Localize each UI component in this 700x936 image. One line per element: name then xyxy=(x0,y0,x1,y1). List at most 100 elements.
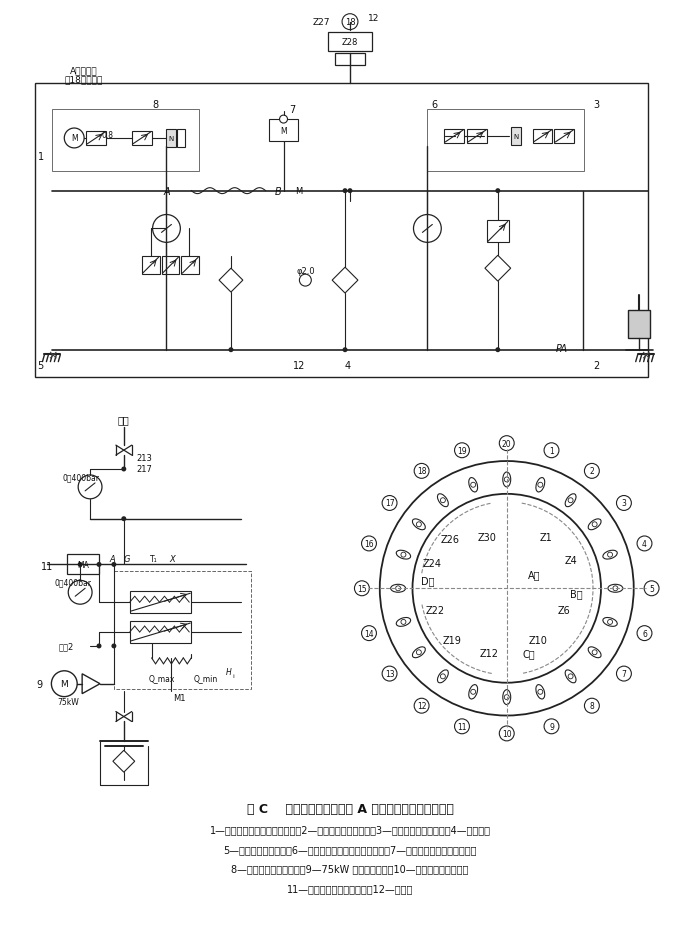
Circle shape xyxy=(592,522,597,527)
Text: M: M xyxy=(71,135,78,143)
Circle shape xyxy=(454,444,470,459)
Circle shape xyxy=(504,477,509,482)
Circle shape xyxy=(416,651,421,655)
Bar xyxy=(487,221,509,243)
Circle shape xyxy=(592,651,597,655)
Text: X: X xyxy=(169,554,175,563)
Text: 213: 213 xyxy=(136,453,153,462)
Text: 图 C    盾构机推进液压系统 A 组原理图及液压缸布置图: 图 C 盾构机推进液压系统 A 组原理图及液压缸布置图 xyxy=(246,802,454,815)
Text: Z10: Z10 xyxy=(529,636,548,645)
Text: C组: C组 xyxy=(522,649,535,658)
Ellipse shape xyxy=(469,478,477,492)
Text: G: G xyxy=(124,554,130,563)
Text: 1: 1 xyxy=(549,446,554,455)
Text: 及18号液压缸: 及18号液压缸 xyxy=(65,76,104,85)
Ellipse shape xyxy=(412,519,426,530)
Text: 12: 12 xyxy=(293,360,304,371)
Circle shape xyxy=(401,620,406,624)
Circle shape xyxy=(584,698,599,713)
Bar xyxy=(269,120,298,141)
Circle shape xyxy=(440,498,445,504)
Ellipse shape xyxy=(608,585,623,592)
Circle shape xyxy=(544,444,559,459)
Bar xyxy=(428,110,584,171)
Text: 16: 16 xyxy=(364,539,374,548)
Text: Z22: Z22 xyxy=(426,606,445,616)
Circle shape xyxy=(121,517,126,521)
Ellipse shape xyxy=(503,473,511,488)
Text: ×: × xyxy=(640,349,651,362)
Bar xyxy=(335,54,365,66)
Ellipse shape xyxy=(588,519,601,530)
Text: 台车2: 台车2 xyxy=(59,642,74,651)
Bar xyxy=(328,33,372,52)
Text: Q_max: Q_max xyxy=(148,674,175,682)
Circle shape xyxy=(568,674,573,680)
Circle shape xyxy=(382,666,397,681)
Bar xyxy=(533,130,552,144)
Circle shape xyxy=(504,695,509,700)
Circle shape xyxy=(499,436,514,451)
Circle shape xyxy=(342,15,358,31)
Bar xyxy=(67,555,99,575)
Bar xyxy=(177,130,186,148)
Bar xyxy=(34,84,648,377)
Circle shape xyxy=(97,563,102,567)
Text: B: B xyxy=(275,186,282,197)
Text: 0.8: 0.8 xyxy=(102,131,114,140)
Text: M: M xyxy=(280,126,287,136)
Text: i: i xyxy=(232,674,234,679)
Text: Z19: Z19 xyxy=(442,636,461,645)
Text: D组: D组 xyxy=(421,576,434,586)
Text: 0～400bar: 0～400bar xyxy=(62,473,99,482)
Ellipse shape xyxy=(391,585,405,592)
Bar xyxy=(181,257,200,275)
Bar xyxy=(162,257,179,275)
Text: 15: 15 xyxy=(357,584,367,593)
Text: 2: 2 xyxy=(589,467,594,475)
Text: Z30: Z30 xyxy=(477,532,496,542)
Text: Z24: Z24 xyxy=(423,559,442,569)
Ellipse shape xyxy=(469,685,477,699)
Ellipse shape xyxy=(396,618,411,627)
Circle shape xyxy=(538,483,542,488)
Text: 1—拼装模式液压缸流量控制阀；2—液压缸组流量控制阀；3—液压缸组压力控制阀；4—过滤器；: 1—拼装模式液压缸流量控制阀；2—液压缸组流量控制阀；3—液压缸组压力控制阀；4… xyxy=(209,824,491,834)
Text: φ2.0: φ2.0 xyxy=(296,267,315,275)
Text: M1: M1 xyxy=(173,694,186,702)
Circle shape xyxy=(470,483,476,488)
Ellipse shape xyxy=(396,550,411,560)
Bar xyxy=(554,130,574,144)
Ellipse shape xyxy=(438,494,448,507)
Text: T₁: T₁ xyxy=(150,554,158,563)
Text: 13: 13 xyxy=(385,669,394,679)
Bar xyxy=(141,257,160,275)
Circle shape xyxy=(401,552,406,558)
Text: 3: 3 xyxy=(622,499,626,508)
Circle shape xyxy=(584,464,599,479)
Circle shape xyxy=(97,644,102,649)
Circle shape xyxy=(153,215,181,243)
Text: 12: 12 xyxy=(368,14,379,23)
Circle shape xyxy=(568,498,573,504)
Circle shape xyxy=(354,581,370,596)
Circle shape xyxy=(637,626,652,641)
Text: M: M xyxy=(60,680,68,689)
Circle shape xyxy=(414,464,429,479)
Circle shape xyxy=(78,475,102,499)
Circle shape xyxy=(279,116,288,124)
Bar xyxy=(86,132,106,146)
Circle shape xyxy=(111,644,116,649)
Text: 12: 12 xyxy=(417,701,426,710)
Circle shape xyxy=(228,348,233,353)
Bar xyxy=(130,592,191,613)
Circle shape xyxy=(617,666,631,681)
Text: 17: 17 xyxy=(385,499,394,508)
Circle shape xyxy=(342,189,347,194)
Text: 14: 14 xyxy=(364,629,374,638)
Text: 8: 8 xyxy=(153,100,159,110)
Circle shape xyxy=(538,690,542,695)
Text: A组控制阀: A组控制阀 xyxy=(70,66,98,75)
Text: 5—液压缸推进控制阀；6—拼装模式液压缸组流量控制阀；7—拼装模式液压缸预卸压阀；: 5—液压缸推进控制阀；6—拼装模式液压缸组流量控制阀；7—拼装模式液压缸预卸压阀… xyxy=(223,844,477,854)
Circle shape xyxy=(608,552,612,558)
Circle shape xyxy=(613,586,618,592)
